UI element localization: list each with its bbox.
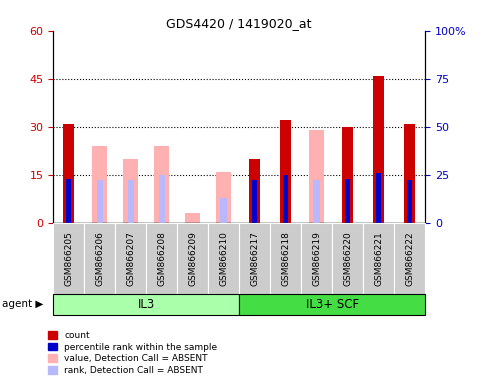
Title: GDS4420 / 1419020_at: GDS4420 / 1419020_at [166, 17, 312, 30]
Bar [123, 159, 138, 223]
Bar [66, 179, 71, 223]
Bar [221, 198, 227, 223]
Text: GSM866218: GSM866218 [281, 231, 290, 286]
Text: GSM866205: GSM866205 [64, 231, 73, 286]
Bar [309, 130, 324, 223]
Bar [280, 120, 291, 223]
Text: GSM866210: GSM866210 [219, 231, 228, 286]
Text: GSM866222: GSM866222 [405, 231, 414, 286]
Bar [283, 175, 288, 223]
Text: GSM866221: GSM866221 [374, 231, 383, 286]
Text: GSM866209: GSM866209 [188, 231, 197, 286]
Text: GSM866217: GSM866217 [250, 231, 259, 286]
Bar [407, 180, 412, 223]
Text: GSM866220: GSM866220 [343, 231, 352, 286]
Bar [216, 172, 231, 223]
Bar [158, 175, 165, 223]
Bar [63, 124, 74, 223]
Bar [128, 180, 134, 223]
Text: GSM866206: GSM866206 [95, 231, 104, 286]
Bar [404, 124, 415, 223]
Bar [376, 173, 381, 223]
Bar [92, 146, 107, 223]
Bar [345, 179, 350, 223]
Bar [252, 180, 257, 223]
Text: GSM866207: GSM866207 [126, 231, 135, 286]
Bar [97, 180, 103, 223]
Bar [185, 213, 200, 223]
Bar [342, 127, 353, 223]
Text: GSM866208: GSM866208 [157, 231, 166, 286]
Legend: count, percentile rank within the sample, value, Detection Call = ABSENT, rank, : count, percentile rank within the sample… [48, 331, 217, 375]
Text: IL3: IL3 [138, 298, 155, 311]
Bar [373, 76, 384, 223]
Text: agent ▶: agent ▶ [2, 299, 44, 310]
Text: GSM866219: GSM866219 [312, 231, 321, 286]
Text: IL3+ SCF: IL3+ SCF [306, 298, 358, 311]
Bar [154, 146, 170, 223]
Bar [249, 159, 260, 223]
Bar [313, 180, 320, 223]
